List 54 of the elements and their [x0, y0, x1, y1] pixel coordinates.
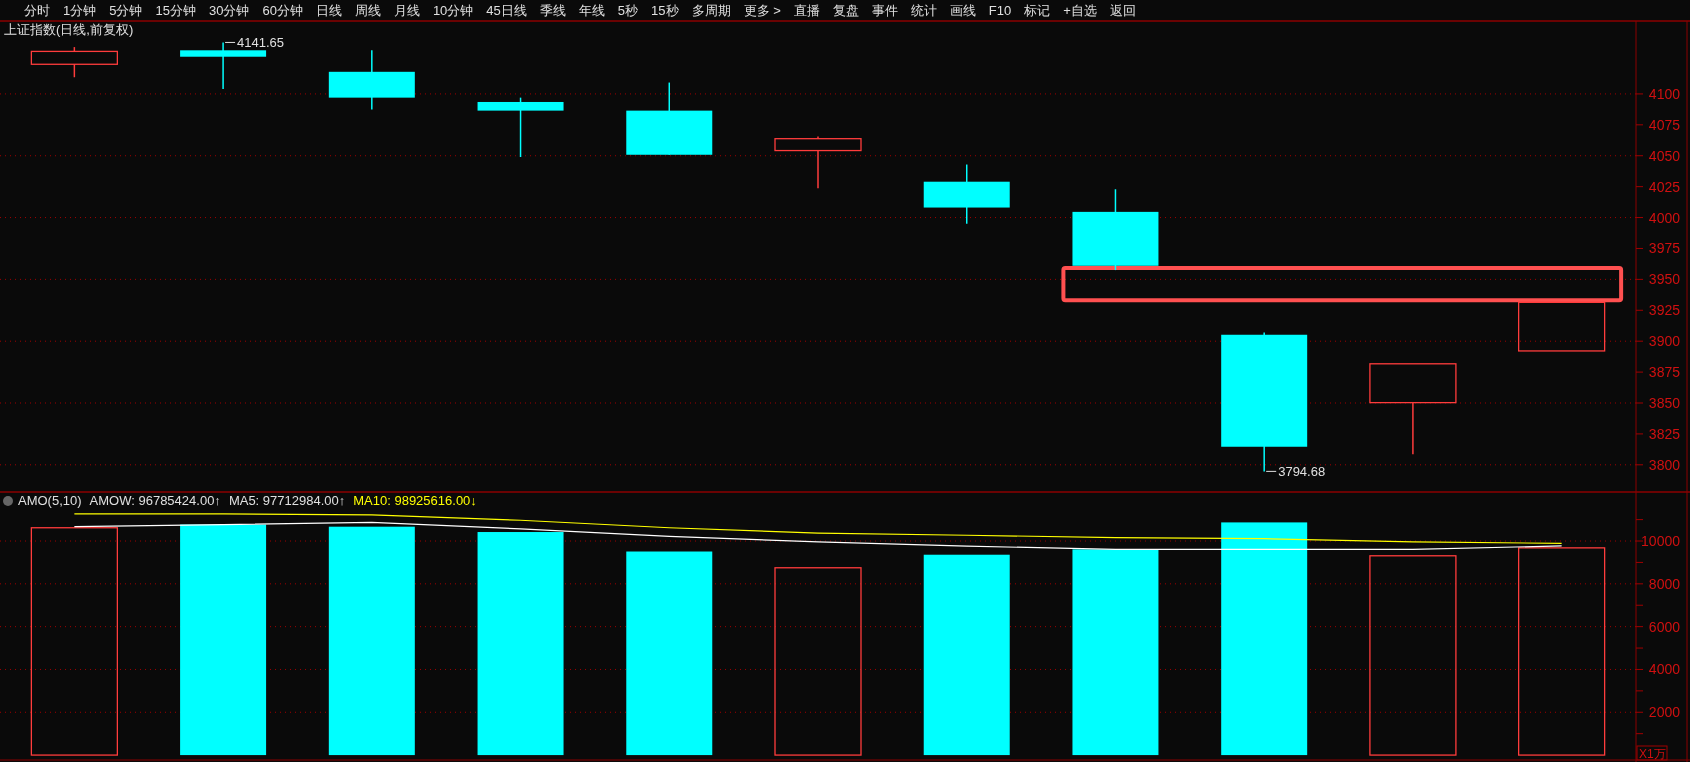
- y-tick-label: 4000: [1648, 661, 1681, 678]
- text: 事件: [871, 3, 898, 18]
- line-series: [73, 521, 1563, 550]
- text: +自选: [1063, 3, 1097, 18]
- y-tick-label: 4025: [1648, 178, 1681, 195]
- y-tick-label: 3800: [1648, 456, 1681, 473]
- y-tick-label: 3825: [1648, 425, 1681, 442]
- chart-title: AMO(5,10): [18, 493, 82, 508]
- text: 15分钟: [155, 3, 196, 18]
- text: 10分钟: [432, 3, 474, 18]
- y-axis-title: X1万: [1639, 747, 1666, 761]
- text: 更多 >: [743, 3, 781, 18]
- text: 30分钟: [208, 3, 250, 18]
- y-tick-label: 4050: [1648, 147, 1681, 164]
- text: 返回: [1109, 3, 1136, 18]
- text: 分时: [24, 3, 50, 18]
- text: 统计: [910, 3, 937, 18]
- text: 5分钟: [109, 3, 143, 18]
- text: 多周期: [691, 3, 731, 18]
- text: 1分钟: [63, 3, 97, 18]
- text: 季线: [539, 3, 566, 18]
- text: 5秒: [617, 3, 639, 18]
- y-tick-label: 3925: [1648, 302, 1681, 319]
- text: 复盘: [832, 3, 859, 18]
- text: 月线: [393, 3, 420, 18]
- y-tick-label: 4075: [1648, 116, 1681, 133]
- y-tick-label: 4000: [1648, 209, 1681, 226]
- text: 15秒: [651, 3, 679, 18]
- annotation: MA10: 98925616.00↓: [353, 493, 477, 508]
- text: 年线: [578, 3, 605, 18]
- y-tick-label: 3975: [1648, 240, 1681, 257]
- annotation: AMOW: 96785424.00↑: [89, 493, 221, 508]
- y-tick-label: 8000: [1648, 575, 1681, 592]
- y-tick-label: 3875: [1648, 364, 1681, 381]
- text: F10: [988, 3, 1012, 18]
- text: 60分钟: [262, 3, 303, 18]
- y-tick-label: 3850: [1648, 394, 1681, 411]
- text: 画线: [949, 3, 976, 18]
- line-series: [73, 513, 1563, 544]
- annotation: 3794.68: [1278, 464, 1326, 480]
- text: 直播: [793, 3, 820, 18]
- y-tick-label: 6000: [1648, 618, 1681, 635]
- y-tick-label: 3950: [1648, 271, 1681, 288]
- annotation: MA5: 97712984.00↑: [228, 493, 346, 508]
- y-tick-label: 2000: [1648, 704, 1681, 721]
- text: 周线: [354, 3, 381, 18]
- text: 标记: [1023, 3, 1051, 18]
- y-tick-label: 10000: [1641, 533, 1681, 550]
- y-tick-label: 4100: [1648, 85, 1681, 102]
- chart-title: 上证指数(日线,前复权): [4, 22, 134, 37]
- text: 45日线: [486, 3, 527, 18]
- annotation: 4141.65: [237, 35, 285, 51]
- y-tick-label: 3900: [1648, 333, 1681, 350]
- text: 日线: [315, 3, 342, 18]
